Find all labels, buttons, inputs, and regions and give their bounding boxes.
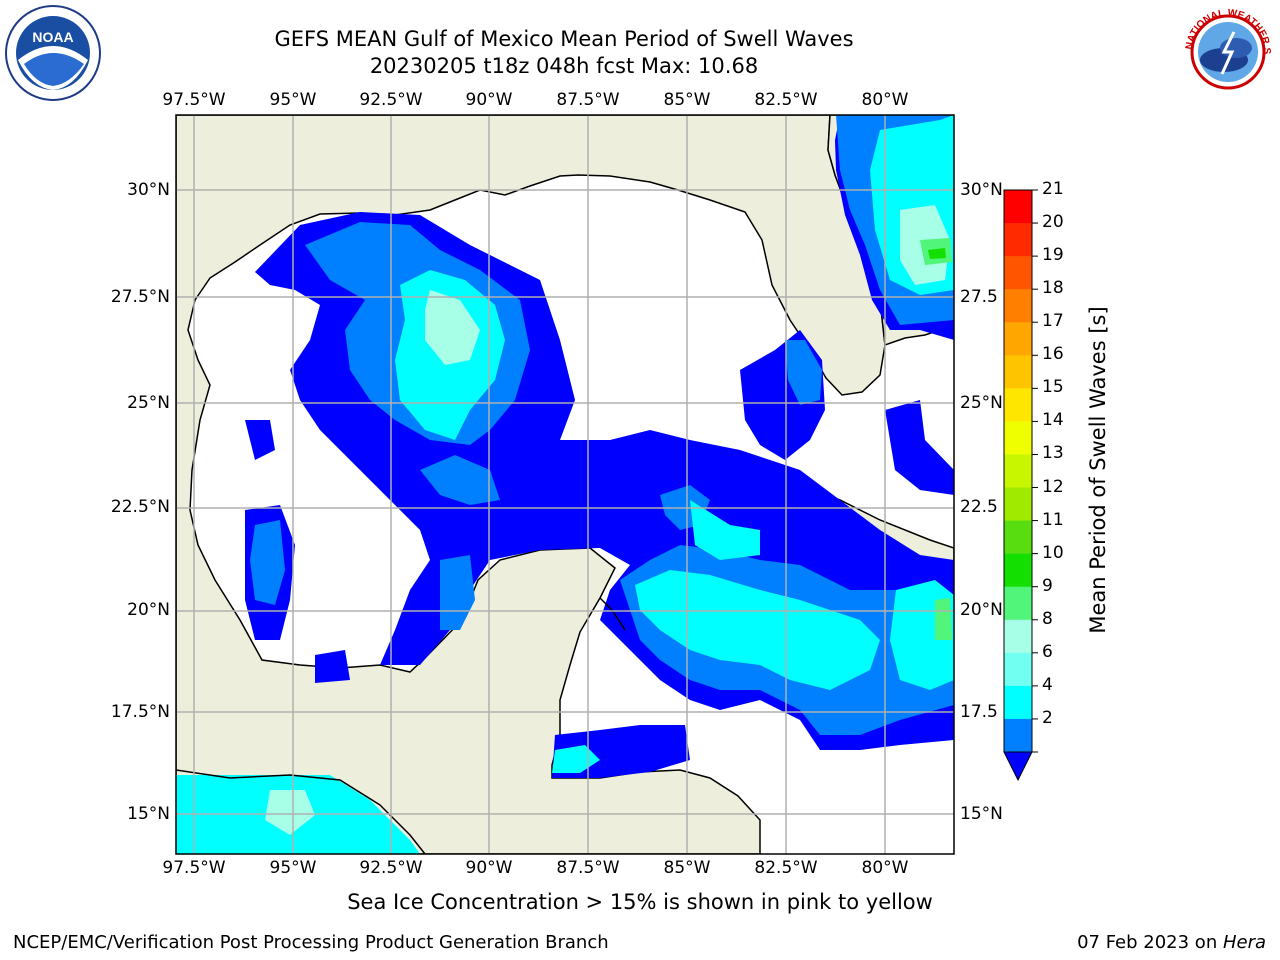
lon-label-bottom: 92.5°W [359, 858, 423, 878]
swell-field [176, 115, 954, 854]
lat-label-right: 17.5 [960, 702, 998, 722]
lat-label-right: 20°N [960, 600, 1003, 620]
colorbar-segment [1004, 487, 1032, 522]
lon-label-bottom: 87.5°W [556, 858, 620, 878]
lat-label-left: 25°N [127, 393, 170, 413]
lon-label-top: 82.5°W [754, 90, 818, 110]
noaa-seal-icon: NOAA [5, 5, 101, 101]
colorbar-tick-label: 6 [1042, 641, 1053, 662]
lon-label-bottom: 85°W [663, 858, 711, 878]
lon-label-top: 87.5°W [556, 90, 620, 110]
lat-label-right: 15°N [960, 804, 1003, 824]
nws-logo: NATIONAL WEATHER SERVICE [1178, 2, 1278, 102]
colorbar-tick-label: 8 [1042, 608, 1053, 629]
colorbar-tick-label: 13 [1042, 443, 1064, 464]
map-frame [175, 114, 955, 855]
colorbar-segment [1004, 718, 1032, 753]
lat-label-right: 27.5 [960, 287, 998, 307]
colorbar-tick-label: 19 [1042, 245, 1064, 266]
colorbar-tick-label: 4 [1042, 674, 1053, 695]
footer-credit: NCEP/EMC/Verification Post Processing Pr… [13, 932, 609, 953]
lat-label-left: 17.5°N [110, 702, 170, 722]
colorbar-segment [1004, 289, 1032, 323]
lon-label-top: 92.5°W [359, 90, 423, 110]
colorbar-tick-label: 21 [1042, 179, 1064, 199]
footer-host: Hera [1222, 932, 1266, 953]
lat-label-left: 27.5°N [110, 287, 170, 307]
colorbar-segment [1004, 619, 1032, 654]
colorbar-segment [1004, 223, 1032, 257]
lon-label-bottom: 82.5°W [754, 858, 818, 878]
lat-label-left: 22.5°N [110, 497, 170, 517]
lon-label-top: 95°W [269, 90, 317, 110]
lon-label-top: 90°W [465, 90, 513, 110]
colorbar-segment [1004, 685, 1032, 720]
footer-date: 07 Feb 2023 on Hera [1077, 932, 1266, 953]
lon-label-bottom: 90°W [465, 858, 513, 878]
colorbar-segment [1004, 190, 1032, 224]
colorbar-tick-label: 17 [1042, 311, 1064, 332]
colorbar-segment [1004, 454, 1032, 489]
colorbar-tick-label: 14 [1042, 410, 1064, 431]
lon-label-top: 97.5°W [162, 90, 226, 110]
colorbar-tick-label: 10 [1042, 542, 1064, 563]
lon-label-bottom: 97.5°W [162, 858, 226, 878]
colorbar-tick-label: 16 [1042, 344, 1064, 365]
colorbar-segment [1004, 652, 1032, 687]
lon-label-top: 85°W [663, 90, 711, 110]
swell-region-10-11s [928, 248, 946, 259]
colorbar-segment [1004, 421, 1032, 455]
lat-label-right: 22.5 [960, 497, 998, 517]
colorbar-tick-label: 9 [1042, 575, 1053, 596]
lon-label-bottom: 80°W [861, 858, 909, 878]
colorbar-tick-label: 20 [1042, 212, 1064, 233]
colorbar-segment [1004, 520, 1032, 555]
colorbar-tick-label: 12 [1042, 476, 1064, 497]
colorbar-tick-label: 2 [1042, 707, 1053, 728]
map-area [176, 115, 954, 854]
colorbar-segment [1004, 388, 1032, 422]
colorbar-segment [1004, 553, 1032, 588]
colorbar-segment [1004, 322, 1032, 356]
colorbar-tick-label: 11 [1042, 509, 1064, 530]
noaa-logo: NOAA [4, 4, 102, 102]
colorbar-tick-label: 18 [1042, 278, 1064, 299]
colorbar [1003, 189, 1038, 782]
chart-title-line1: GEFS MEAN Gulf of Mexico Mean Period of … [274, 27, 854, 51]
colorbar-extend-triangle [1003, 751, 1033, 782]
colorbar-frame [1003, 189, 1033, 753]
swell-region-8-9s [425, 290, 480, 365]
colorbar-segment [1004, 355, 1032, 389]
nws-seal-icon: NATIONAL WEATHER SERVICE [1178, 2, 1275, 99]
lat-label-left: 30°N [127, 180, 170, 200]
lat-label-right: 30°N [960, 180, 1003, 200]
lon-label-top: 80°W [861, 90, 909, 110]
graticule [176, 115, 954, 854]
coastline-layer [176, 597, 626, 854]
colorbar-segment [1004, 586, 1032, 621]
lon-label-bottom: 95°W [269, 858, 317, 878]
chart-title-line2: 20230205 t18z 048h fcst Max: 10.68 [369, 54, 759, 78]
colorbar-label: Mean Period of Swell Waves [s] [1086, 306, 1110, 634]
svg-text:NOAA: NOAA [32, 29, 73, 45]
colorbar-segment [1004, 256, 1032, 290]
colorbar-tick-label: 15 [1042, 377, 1064, 398]
lat-label-left: 20°N [127, 600, 170, 620]
lat-label-left: 15°N [127, 804, 170, 824]
footer-date-text: 07 Feb 2023 on [1077, 932, 1223, 953]
sea-ice-note: Sea Ice Concentration > 15% is shown in … [347, 890, 933, 914]
lat-label-right: 25°N [960, 393, 1003, 413]
